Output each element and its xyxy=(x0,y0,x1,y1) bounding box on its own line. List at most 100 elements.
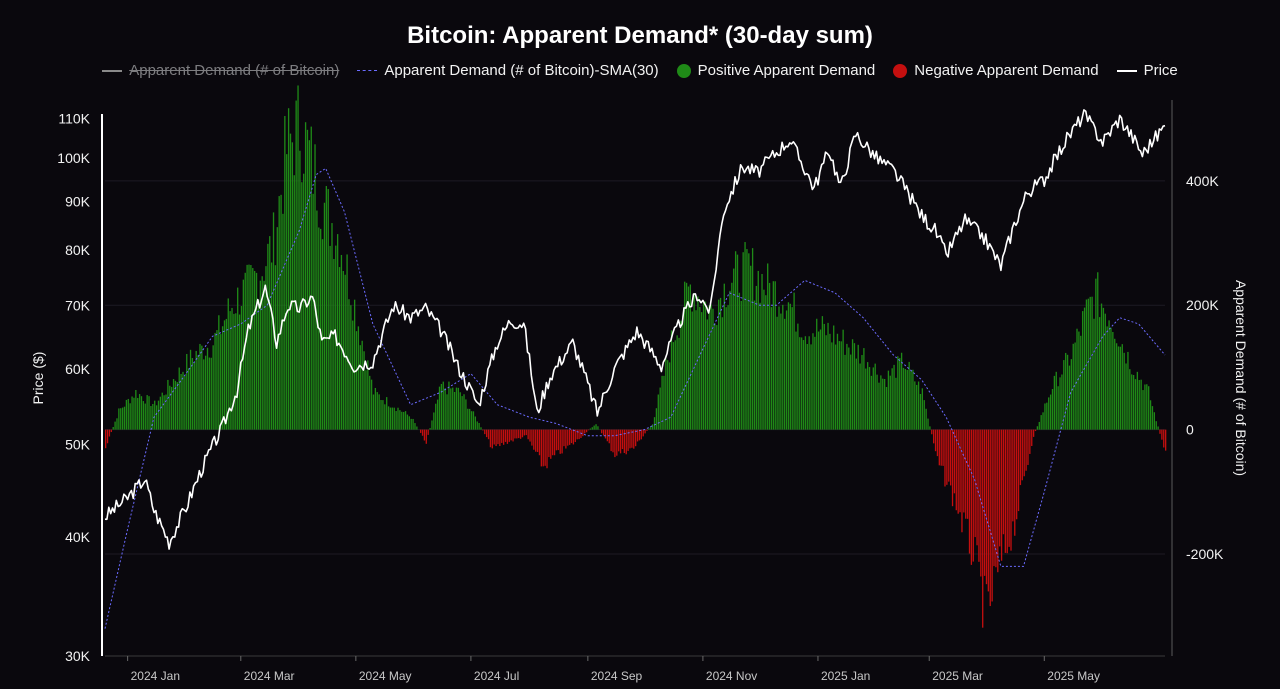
positive-demand-bar-118 xyxy=(327,189,329,430)
positive-demand-bar-156 xyxy=(399,410,401,430)
positive-demand-bar-301 xyxy=(672,342,675,430)
positive-demand-bar-87 xyxy=(269,236,271,430)
positive-demand-bar-154 xyxy=(395,411,397,430)
negative-demand-bar-224 xyxy=(527,429,529,440)
sma30-line xyxy=(104,167,1166,629)
negative-demand-bar-263 xyxy=(601,429,603,434)
negative-demand-bar-464 xyxy=(980,429,982,577)
positive-demand-bar-437 xyxy=(929,426,931,430)
legend-item-price[interactable]: Price xyxy=(1116,62,1178,79)
negative-demand-bar-490 xyxy=(1029,429,1031,454)
positive-demand-bar-507 xyxy=(1061,374,1063,430)
positive-demand-bar-335 xyxy=(736,254,739,430)
positive-demand-bar-423 xyxy=(902,367,905,430)
positive-demand-bar-395 xyxy=(850,354,852,430)
positive-demand-bar-19 xyxy=(140,396,143,430)
positive-demand-bar-155 xyxy=(397,407,399,430)
negative-demand-bar-491 xyxy=(1031,429,1033,446)
negative-demand-bar-439 xyxy=(933,429,935,444)
negative-demand-bar-3 xyxy=(110,429,112,433)
negative-demand-bar-458 xyxy=(968,429,971,554)
negative-demand-bar-562 xyxy=(1165,429,1167,451)
positive-demand-bar-339 xyxy=(744,242,746,430)
negative-demand-bar-561 xyxy=(1163,429,1165,448)
negative-demand-bar-206 xyxy=(493,429,495,445)
negative-demand-bar-200 xyxy=(482,429,484,431)
positive-demand-bar-312 xyxy=(693,292,695,430)
negative-demand-bar-472 xyxy=(995,429,997,568)
legend-swatch-sma30 xyxy=(357,70,378,71)
positive-demand-bar-40 xyxy=(180,373,182,430)
positive-demand-bar-514 xyxy=(1074,342,1076,430)
negative-demand-bar-251 xyxy=(578,429,580,440)
positive-demand-bar-522 xyxy=(1089,296,1091,430)
positive-demand-bar-371 xyxy=(804,336,807,430)
positive-demand-bar-293 xyxy=(657,394,659,430)
legend-item-apparent-demand[interactable]: Apparent Demand (# of Bitcoin) xyxy=(102,62,339,79)
legend-label-sma30: Apparent Demand (# of Bitcoin)-SMA(30) xyxy=(384,62,659,79)
positive-demand-bar-127 xyxy=(344,274,346,430)
positive-demand-bar-27 xyxy=(155,405,158,430)
positive-demand-bar-150 xyxy=(387,406,390,430)
negative-demand-bar-459 xyxy=(970,429,973,565)
positive-demand-bar-384 xyxy=(829,333,831,430)
positive-demand-bar-164 xyxy=(414,423,416,430)
positive-demand-bar-379 xyxy=(819,329,822,430)
positive-demand-bar-132 xyxy=(353,299,356,430)
legend-item-sma30[interactable]: Apparent Demand (# of Bitcoin)-SMA(30) xyxy=(357,62,659,79)
positive-demand-bar-63 xyxy=(223,320,226,430)
positive-demand-bar-86 xyxy=(267,243,269,430)
positive-demand-bar-191 xyxy=(465,399,467,430)
positive-demand-bar-193 xyxy=(469,408,471,430)
negative-demand-bar-284 xyxy=(640,429,642,440)
legend-item-negative-demand[interactable]: Negative Apparent Demand xyxy=(893,62,1099,79)
negative-demand-bar-270 xyxy=(614,429,616,458)
positive-demand-bar-70 xyxy=(237,287,239,430)
positive-demand-bar-16 xyxy=(135,389,137,430)
negative-demand-bar-208 xyxy=(497,429,499,445)
positive-demand-bar-341 xyxy=(748,253,750,430)
negative-demand-bar-483 xyxy=(1016,429,1018,520)
positive-demand-bar-364 xyxy=(791,307,793,430)
positive-demand-bar-516 xyxy=(1078,331,1080,430)
positive-demand-bar-197 xyxy=(476,421,478,430)
positive-demand-bar-381 xyxy=(823,323,825,430)
legend-swatch-negative xyxy=(893,63,908,78)
negative-demand-bar-201 xyxy=(484,429,486,435)
x-tick-label-4: 2024 Sep xyxy=(591,669,643,683)
positive-demand-bar-412 xyxy=(882,378,884,430)
positive-demand-bar-425 xyxy=(906,369,908,430)
x-tick-label-0: 2024 Jan xyxy=(131,669,180,683)
positive-demand-bar-104 xyxy=(301,182,303,430)
positive-demand-bar-11 xyxy=(125,399,128,430)
legend-item-positive-demand[interactable]: Positive Apparent Demand xyxy=(676,62,875,79)
x-tick-label-5: 2024 Nov xyxy=(706,669,757,683)
positive-demand-bar-88 xyxy=(270,262,273,430)
positive-demand-bar-23 xyxy=(148,396,150,430)
negative-demand-bar-283 xyxy=(638,429,641,441)
demand-bars xyxy=(105,85,1167,628)
negative-demand-bar-225 xyxy=(529,429,531,442)
positive-demand-bar-394 xyxy=(848,347,850,430)
positive-demand-bar-307 xyxy=(684,281,686,430)
positive-demand-bar-152 xyxy=(391,407,394,430)
positive-demand-bar-261 xyxy=(597,426,599,430)
positive-demand-bar-84 xyxy=(263,280,265,430)
negative-demand-bar-269 xyxy=(612,429,614,453)
positive-demand-bar-38 xyxy=(176,382,178,430)
positive-demand-bar-56 xyxy=(210,357,212,430)
negative-demand-bar-457 xyxy=(966,429,969,519)
positive-demand-bar-532 xyxy=(1108,320,1110,430)
positive-demand-bar-120 xyxy=(331,223,333,430)
positive-demand-bar-5 xyxy=(114,421,116,430)
negative-demand-bar-212 xyxy=(504,429,507,442)
positive-demand-bar-137 xyxy=(363,351,365,430)
positive-demand-bar-64 xyxy=(225,318,228,430)
positive-demand-bar-117 xyxy=(325,186,327,430)
positive-demand-bar-116 xyxy=(323,202,326,430)
negative-demand-bar-486 xyxy=(1021,429,1023,481)
positive-demand-bar-330 xyxy=(727,305,729,430)
negative-demand-bar-219 xyxy=(518,429,520,439)
positive-demand-bar-43 xyxy=(186,353,188,430)
